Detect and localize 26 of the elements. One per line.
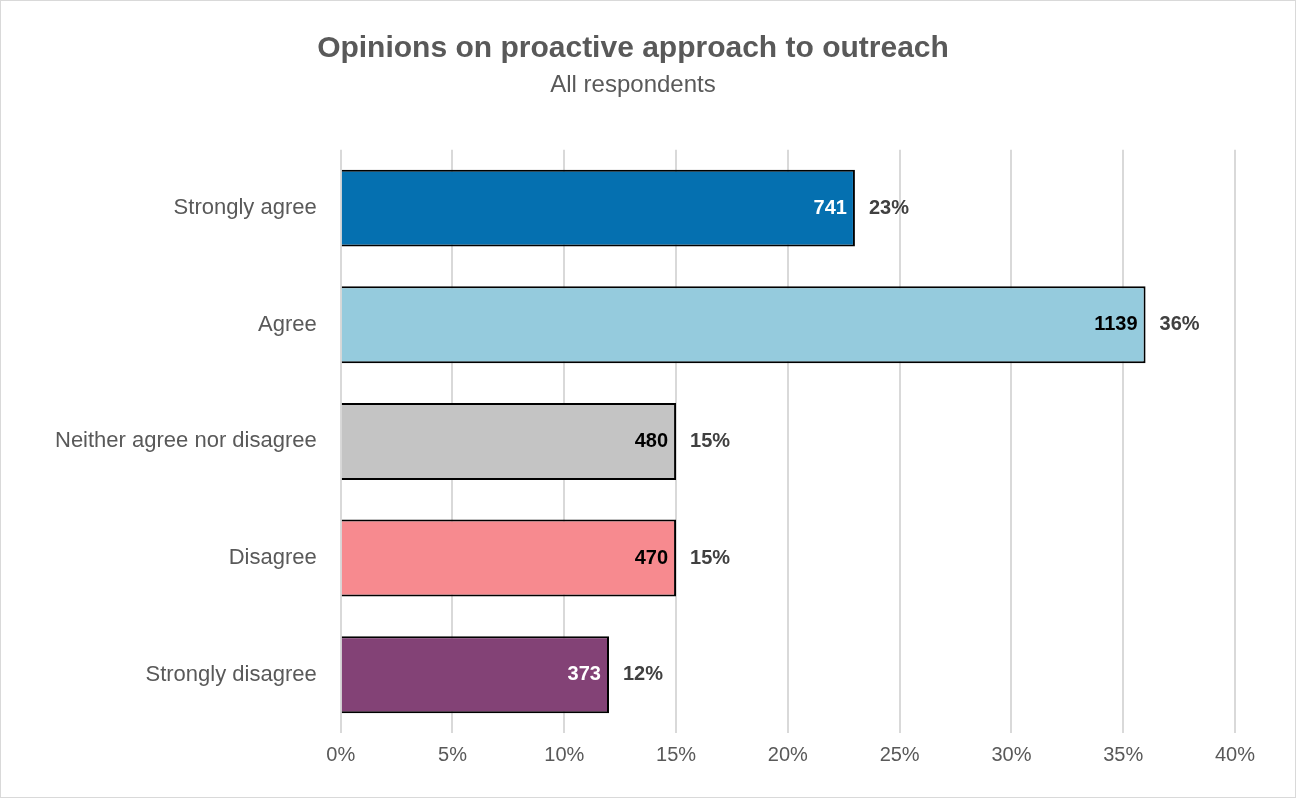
annotation: 741 (813, 195, 847, 218)
x-tick-label: 5% (438, 742, 468, 765)
data-label: 36% (1159, 312, 1200, 335)
data-label: 15% (690, 545, 731, 568)
x-tick-label: 35% (1103, 742, 1144, 765)
x-tick-label: 40% (1214, 742, 1256, 765)
data-label: 23% (868, 195, 910, 218)
x-tick-label: 0% (326, 742, 356, 765)
annotation: 373 (567, 662, 601, 685)
chart-subtitle: All respondents (550, 70, 716, 98)
x-tick-label: 25% (879, 742, 920, 765)
y-tick-label: Agree (257, 310, 317, 336)
y-tick-label: Strongly agree (173, 194, 317, 220)
y-tick-label: Disagree (228, 544, 317, 570)
y-tick-label: Neither agree nor disagree (54, 427, 317, 453)
annotation: 470 (634, 545, 669, 568)
x-tick-label: 10% (544, 742, 585, 765)
y-tick-label: Strongly disagree (145, 660, 317, 686)
x-tick-label: 20% (767, 742, 809, 765)
annotation: 1139 (1094, 312, 1138, 335)
data-label: 12% (623, 662, 664, 685)
x-tick-label: 30% (991, 742, 1032, 765)
data-label: 15% (690, 428, 731, 451)
chart-title: Opinions on proactive approach to outreach (317, 30, 949, 64)
x-tick-label: 15% (656, 742, 697, 765)
annotation: 480 (634, 428, 669, 451)
